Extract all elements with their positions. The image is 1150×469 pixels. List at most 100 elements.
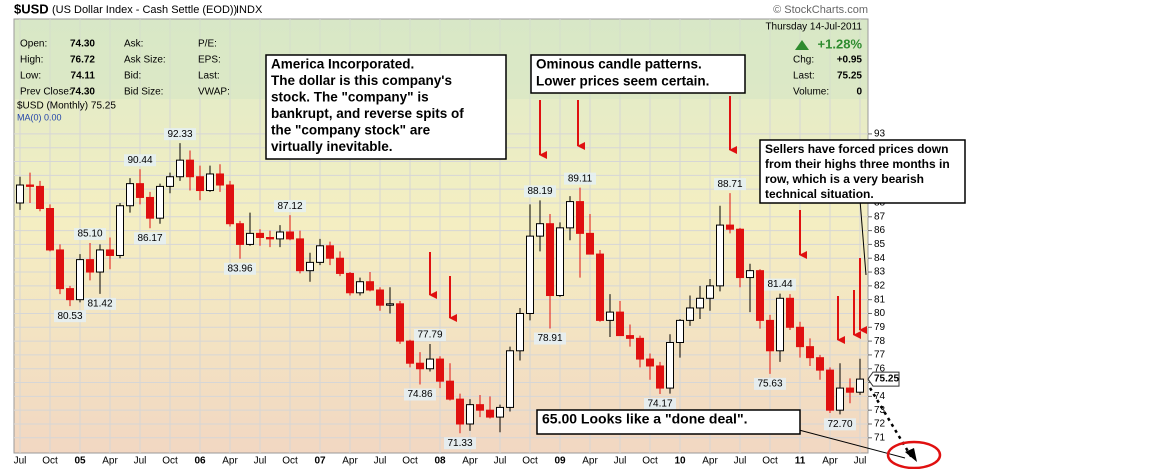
peak-label: 89.11 (568, 173, 593, 184)
quote-label: Last: (198, 71, 220, 82)
candle-body (396, 303, 404, 342)
quote-value: 74.30 (70, 87, 95, 98)
candle-body (756, 270, 764, 321)
candle-body (276, 231, 284, 240)
candle-body (126, 183, 134, 207)
x-tick-label: Jul (734, 456, 747, 467)
x-tick-label: Oct (642, 456, 658, 467)
candle-body (296, 238, 304, 272)
peak-label-box (764, 278, 796, 291)
peak-label-box (414, 329, 446, 342)
candle-body (726, 224, 734, 230)
peak-label-box (644, 398, 676, 411)
x-tick-label: Oct (762, 456, 778, 467)
peak-label-box (134, 232, 166, 245)
x-tick-label: Apr (222, 456, 238, 467)
quote-value: 74.11 (71, 71, 96, 82)
quote-label: Ask: (124, 39, 143, 50)
y-tick-label: 87 (874, 211, 886, 222)
quote-label: Prev Close: (20, 87, 72, 98)
candle-body (136, 183, 144, 198)
last-price: 75.25 (874, 374, 899, 385)
x-tick-label: 05 (74, 456, 86, 467)
peak-label-box (714, 178, 746, 191)
candle-body (436, 358, 444, 382)
candle-body (426, 358, 434, 370)
annotation-text: from their highs three months in (765, 157, 950, 171)
candle-body (736, 228, 744, 279)
x-tick-label: Oct (42, 456, 58, 467)
quote-value: +0.95 (837, 55, 863, 66)
candle-body (606, 311, 614, 321)
peak-label: 88.71 (717, 179, 742, 190)
pointer-line (779, 424, 906, 459)
x-tick-label: Jul (854, 456, 867, 467)
x-tick-label: Jul (374, 456, 387, 467)
quote-label: Low: (20, 71, 41, 82)
candle-body (686, 307, 694, 321)
peak-label: 88.19 (527, 186, 552, 197)
candle-body (336, 257, 344, 274)
candle-body (246, 232, 254, 245)
candle-body (86, 259, 94, 273)
candle-body (236, 223, 244, 245)
x-tick-label: 11 (795, 456, 806, 467)
index-name: (US Dollar Index - Cash Settle (EOD)) (52, 4, 237, 16)
candle-body (406, 340, 414, 364)
peak-label-box (74, 228, 106, 241)
candle-body (76, 259, 84, 301)
x-tick-label: Oct (162, 456, 178, 467)
x-tick-label: Apr (342, 456, 358, 467)
candle-body (266, 237, 274, 240)
candle-body (146, 196, 154, 219)
candle-body (466, 404, 474, 425)
candle-body (846, 387, 854, 393)
x-tick-label: 10 (674, 456, 686, 467)
quote-value: 0 (856, 87, 862, 98)
peak-label: 71.33 (447, 438, 472, 449)
legend-entry: MA(0) 0.00 (17, 112, 62, 122)
candle-body (206, 173, 214, 192)
candle-body (656, 365, 664, 389)
candle-body (636, 337, 644, 360)
candle-body (826, 369, 834, 411)
credit: © StockCharts.com (773, 4, 868, 16)
candle-body (416, 362, 424, 370)
annotation-text: technical situation. (765, 187, 874, 201)
annotation-text: America Incorporated. (271, 57, 414, 72)
candle-body (96, 249, 104, 273)
candle-body (786, 297, 794, 328)
x-tick-label: Oct (402, 456, 418, 467)
candle-body (706, 285, 714, 299)
annotation-text: Lower prices seem certain. (536, 74, 709, 89)
candle-body (806, 346, 814, 359)
y-tick-label: 77 (874, 350, 886, 361)
annotation-text: Ominous candle patterns. (536, 57, 702, 72)
x-tick-label: Oct (522, 456, 538, 467)
candle-body (346, 272, 354, 294)
candle-body (316, 245, 324, 263)
candle-body (196, 176, 204, 192)
quote-date: Thursday 14-Jul-2011 (765, 22, 862, 33)
x-tick-label: 07 (314, 456, 326, 467)
dotted-arrow-head (905, 448, 917, 462)
peak-label: 87.12 (277, 201, 302, 212)
candle-body (456, 398, 464, 425)
y-tick-label: 78 (874, 336, 886, 347)
candle-body (546, 223, 554, 297)
candle-body (776, 297, 784, 352)
candle-body (116, 205, 124, 256)
candle-body (366, 281, 374, 291)
peak-label-box (754, 377, 786, 390)
candle-body (556, 227, 564, 297)
candle-body (186, 159, 194, 178)
y-tick-label: 72 (874, 419, 886, 430)
y-tick-label: 82 (874, 280, 886, 291)
candle-body (486, 409, 494, 418)
peak-label: 75.63 (757, 378, 782, 389)
peak-label-box (274, 200, 306, 213)
y-tick-label: 84 (874, 253, 886, 264)
quote-value: 75.25 (837, 71, 862, 82)
peak-label: 72.70 (827, 419, 852, 430)
